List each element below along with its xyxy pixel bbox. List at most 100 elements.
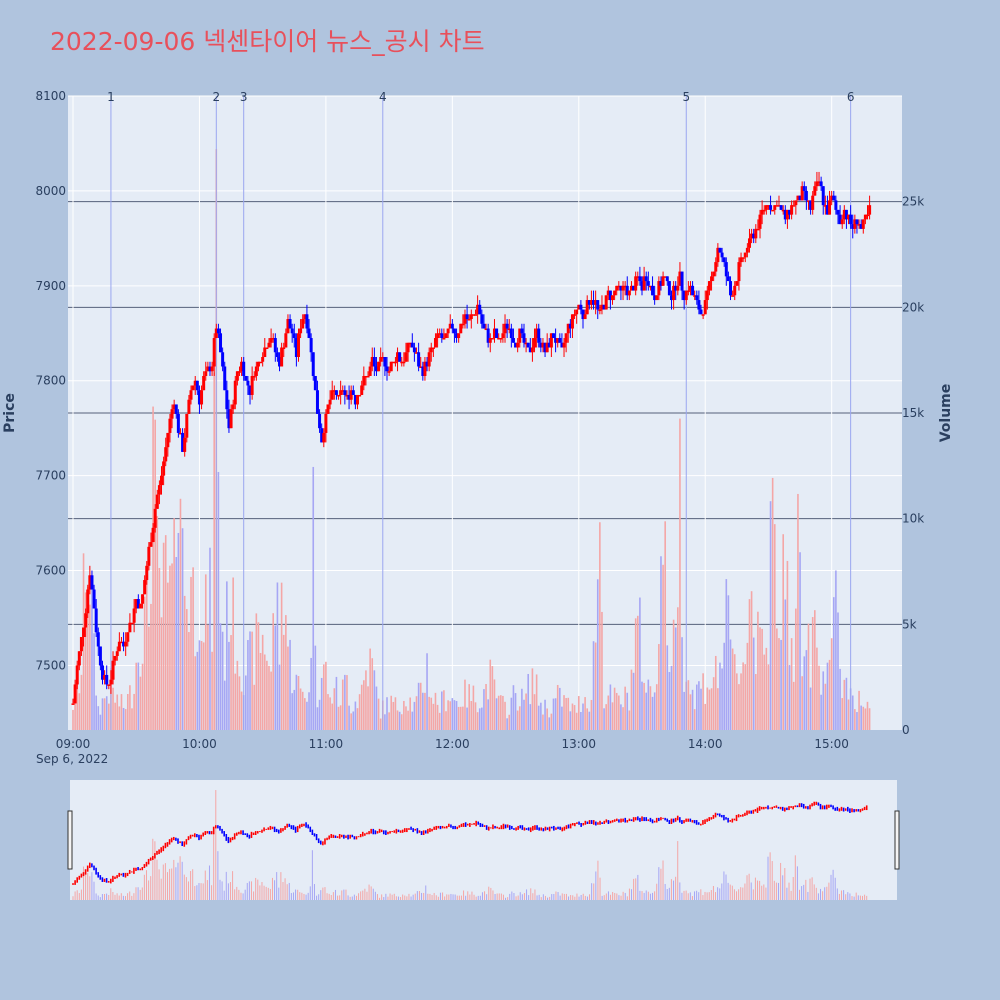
candle-body <box>775 205 779 207</box>
candle-body <box>478 304 482 315</box>
volume-bar <box>238 676 241 730</box>
price-tick-label: 7600 <box>35 564 66 578</box>
range-volume-bar <box>379 897 381 900</box>
range-volume-bar <box>761 885 763 900</box>
range-volume-bar <box>387 896 389 900</box>
volume-bar <box>339 705 342 730</box>
candle-body <box>187 399 191 414</box>
volume-bar <box>74 684 76 730</box>
range-volume-bar <box>196 885 198 900</box>
candle-body <box>343 390 347 395</box>
range-volume-bar <box>460 895 462 900</box>
range-volume-bar <box>217 851 219 900</box>
candle-body <box>442 338 446 340</box>
candle-body <box>558 338 562 343</box>
volume-bar <box>261 634 264 730</box>
range-volume-bar <box>423 892 425 900</box>
candle-body <box>195 380 199 391</box>
candle-body <box>670 295 674 301</box>
volume-bar <box>862 706 865 730</box>
volume-bar <box>72 709 74 730</box>
range-volume-bar <box>246 882 248 900</box>
candle-body <box>349 390 353 400</box>
range-volume-bar <box>173 859 175 900</box>
range-volume-bar <box>475 896 477 900</box>
range-volume-bar <box>815 887 817 900</box>
range-volume-bar <box>143 874 145 900</box>
volume-bar <box>786 560 789 730</box>
range-volume-bar <box>704 891 706 900</box>
candle-body <box>756 228 760 231</box>
candle-body <box>680 271 684 291</box>
candle-body <box>758 214 762 229</box>
candle-body <box>113 655 117 661</box>
candle-body <box>743 252 747 258</box>
range-volume-bar <box>179 856 181 900</box>
range-handle-right[interactable] <box>894 810 900 870</box>
candle-body <box>642 276 646 291</box>
candle-body <box>212 338 216 367</box>
volume-bar <box>622 707 624 730</box>
range-volume-bar <box>675 876 677 900</box>
range-volume-bar <box>759 880 761 900</box>
volume-bar <box>253 684 256 730</box>
volume-bar <box>367 686 369 730</box>
range-volume-bar <box>570 894 572 900</box>
candle-body <box>507 328 511 331</box>
volume-bar <box>428 696 430 730</box>
volume-bar <box>525 693 527 730</box>
range-volume-bar <box>223 890 225 900</box>
range-volume-bar <box>862 895 864 900</box>
price-axis-title: Price <box>2 393 18 433</box>
volume-bar <box>426 653 428 730</box>
volume-bar <box>510 697 513 730</box>
candle-body <box>655 295 659 301</box>
range-volume-bar <box>257 879 259 900</box>
volume-bar <box>620 704 622 730</box>
candle-body <box>495 328 499 339</box>
volume-bar <box>736 673 738 730</box>
volume-bar <box>196 651 199 730</box>
range-volume-bar <box>456 895 458 900</box>
range-volume-bar <box>175 867 177 900</box>
range-volume-bar <box>166 872 168 900</box>
volume-bar <box>778 638 780 730</box>
candle-body <box>94 608 98 633</box>
volume-bar <box>124 709 127 730</box>
range-handle-left[interactable] <box>67 810 73 870</box>
volume-bar <box>691 689 694 730</box>
volume-bar <box>645 692 648 730</box>
range-volume-bar <box>439 892 441 900</box>
range-volume-bar <box>320 890 322 900</box>
range-volume-bar <box>746 875 748 900</box>
candle-body <box>385 366 389 372</box>
range-volume-bar <box>288 882 290 900</box>
candle-body <box>311 352 315 376</box>
range-volume-bar <box>559 895 561 900</box>
range-volume-bar <box>124 896 126 900</box>
candle-body <box>821 186 825 206</box>
candle-body <box>640 281 644 291</box>
range-volume-bar <box>794 855 796 900</box>
range-volume-bar <box>530 888 532 900</box>
candle-body <box>617 285 621 288</box>
price-tick-label: 8000 <box>35 184 66 198</box>
range-volume-bar <box>385 893 387 900</box>
range-volume-bar <box>313 884 315 900</box>
range-volume-bar <box>799 889 801 900</box>
range-volume-bar <box>679 882 681 900</box>
candle-body <box>193 380 197 386</box>
range-volume-bar <box>599 877 601 900</box>
range-volume-bar <box>859 895 861 900</box>
volume-bar <box>571 703 574 730</box>
range-volume-bar <box>269 888 271 900</box>
candle-body <box>136 599 140 609</box>
volume-bar <box>588 711 591 730</box>
range-volume-bar <box>120 893 122 900</box>
candle-body <box>703 300 707 315</box>
candle-body <box>431 347 435 350</box>
range-volume-bar <box>208 865 210 900</box>
volume-tick-label: 15k <box>902 406 924 420</box>
volume-bar <box>462 706 464 730</box>
candle-body <box>651 285 655 296</box>
